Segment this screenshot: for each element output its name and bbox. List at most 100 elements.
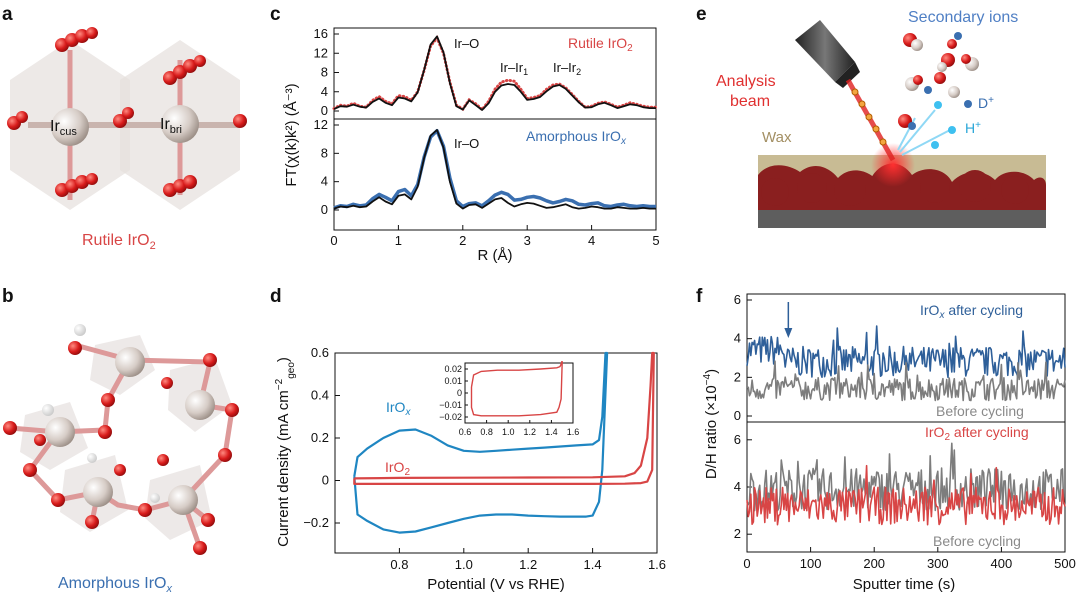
- panel-letter-e: e: [696, 4, 707, 25]
- ylabel-d-sub: geo: [286, 362, 297, 379]
- svg-text:Ir–Ir1: Ir–Ir1: [500, 60, 528, 77]
- y-tick-label-f: 4: [734, 479, 741, 494]
- label-before-bottom: Before cycling: [933, 533, 1021, 549]
- annot-ir-ir1-sub: 1: [523, 67, 528, 77]
- axis-ticks-d: 0.8 1.0 1.2 1.4 1.6 −0.2 0 0.2 0.4 0.6: [303, 345, 666, 572]
- x-tick-label-c: 2: [459, 233, 466, 248]
- y-tick-label-c: 16: [314, 26, 328, 41]
- y-tick-label-c: 0: [321, 202, 328, 217]
- cv-curve-iro2: [353, 351, 655, 485]
- panel-letter-d: d: [270, 286, 282, 307]
- annot-ir-ir2-sub: 2: [576, 67, 581, 77]
- beam-spot: [871, 143, 915, 187]
- svg-text:Current density (mA cm−2geo): Current density (mA cm−2geo): [274, 357, 297, 547]
- panel-e: e: [696, 4, 1046, 228]
- inset-x-tick-label: 1.0: [502, 427, 515, 437]
- xlabel-d: Potential (V vs RHE): [427, 576, 565, 593]
- x-tick-label-c: 3: [524, 233, 531, 248]
- ylabel-d-end: ): [275, 357, 292, 362]
- y-tick-label-f: 2: [734, 526, 741, 541]
- ir-cus-label: Ir: [50, 118, 60, 135]
- xlabel-c: R (Å): [478, 247, 513, 264]
- panel-letter-a: a: [2, 4, 13, 25]
- y-tick-label-c: 0: [321, 103, 328, 118]
- series-f: [746, 325, 1066, 526]
- ylabel-d: Current density (mA cm: [275, 390, 292, 547]
- label-irox-after: IrO: [920, 302, 940, 318]
- ylabel-f-sup: −4: [702, 373, 713, 385]
- panel-b: b: [2, 286, 239, 595]
- y-tick-label-f: 6: [734, 292, 741, 307]
- series-line-red: [332, 34, 658, 112]
- ylabel-d-sup: −2: [274, 378, 285, 390]
- legend-rutile: Rutile IrO: [568, 35, 627, 51]
- svg-text:Irbri: Irbri: [160, 116, 182, 136]
- y-tick-label-d: −0.2: [303, 515, 329, 530]
- label-iro2-after-sub: 2: [944, 432, 950, 443]
- inset-d: 0.6 0.8 1.0 1.2 1.4 1.6 0.02 0.01 0 −0.01 −0.02: [439, 361, 580, 437]
- svg-text:D+: D+: [978, 95, 994, 111]
- x-tick-label-f: 200: [863, 556, 885, 571]
- legend-amorphous: Amorphous IrO: [526, 128, 621, 144]
- y-tick-label-f: 6: [734, 432, 741, 447]
- ir-cus-sub: cus: [60, 126, 78, 138]
- rutile-structure: Ircus Irbri: [7, 27, 247, 210]
- x-tick-label-c: 4: [588, 233, 595, 248]
- y-tick-label-f: 4: [734, 331, 741, 346]
- svg-text:Amorphous IrOx: Amorphous IrOx: [526, 128, 627, 147]
- svg-text:Ircus: Ircus: [50, 118, 77, 138]
- caption-a-sub: 2: [150, 240, 156, 252]
- annot-ir-ir2: Ir–Ir: [553, 60, 577, 75]
- label-irox-after-end: after cycling: [944, 302, 1023, 318]
- series-d: [353, 351, 655, 534]
- inset-curve: [470, 361, 563, 417]
- label-d-charge: +: [988, 95, 994, 106]
- label-irox-sub: x: [404, 407, 411, 418]
- legend-amorphous-sub: x: [620, 136, 627, 147]
- svg-text:IrO2 after cycling: IrO2 after cycling: [925, 424, 1029, 443]
- x-tick-label-f: 0: [743, 556, 750, 571]
- beam-particles: [851, 88, 887, 146]
- plot-frame-c: [333, 27, 657, 231]
- x-tick-label-d: 1.4: [584, 557, 602, 572]
- y-tick-label-c: 8: [321, 145, 328, 160]
- inset-x-tick-label: 1.2: [524, 427, 537, 437]
- inset-y-tick-label: 0.02: [444, 364, 462, 374]
- annot-ir-ir1: Ir–Ir: [500, 60, 524, 75]
- inset-x-tick-label: 0.6: [459, 427, 472, 437]
- svg-text:IrOx after cycling: IrOx after cycling: [920, 302, 1023, 321]
- inset-y-tick-label: 0.01: [444, 376, 462, 386]
- series-c: [332, 34, 658, 210]
- label-iro2-after-end: after cycling: [950, 424, 1029, 440]
- y-tick-label-c: 4: [321, 174, 328, 189]
- o-atoms-amorphous: [3, 341, 239, 555]
- oxygen-atoms: [7, 27, 247, 197]
- label-h-ion: H: [965, 120, 975, 136]
- h-atom: [150, 493, 160, 503]
- inset-y-tick-label: −0.02: [439, 412, 462, 422]
- y-tick-label-f: 0: [734, 408, 741, 423]
- secondary-ion-molecules: [898, 32, 979, 149]
- legend-rutile-sub: 2: [627, 43, 633, 54]
- inset-x-tick-label: 1.6: [567, 427, 580, 437]
- time-series-gray: [746, 442, 1066, 512]
- label-secondary-ions: Secondary ions: [908, 9, 1018, 26]
- inset-y-tick-label: 0: [457, 388, 462, 398]
- ir-atoms-amorphous: [45, 347, 215, 515]
- y-tick-label-d: 0.2: [311, 430, 329, 445]
- arrow-marker: [784, 302, 793, 338]
- panel-letter-b: b: [2, 286, 14, 307]
- h-atom: [74, 324, 86, 336]
- label-irox: IrO: [386, 399, 406, 415]
- x-tick-label-c: 1: [395, 233, 402, 248]
- ylabel-f-end: ): [703, 369, 720, 374]
- panel-a: a Ircus Irbri Rutile IrO2: [2, 4, 247, 252]
- arrow-head: [784, 328, 793, 338]
- label-before-top: Before cycling: [936, 403, 1024, 419]
- cv-curve-irox: [353, 351, 609, 534]
- label-iro2-sub: 2: [404, 467, 410, 478]
- y-tick-label-d: 0.4: [311, 388, 329, 403]
